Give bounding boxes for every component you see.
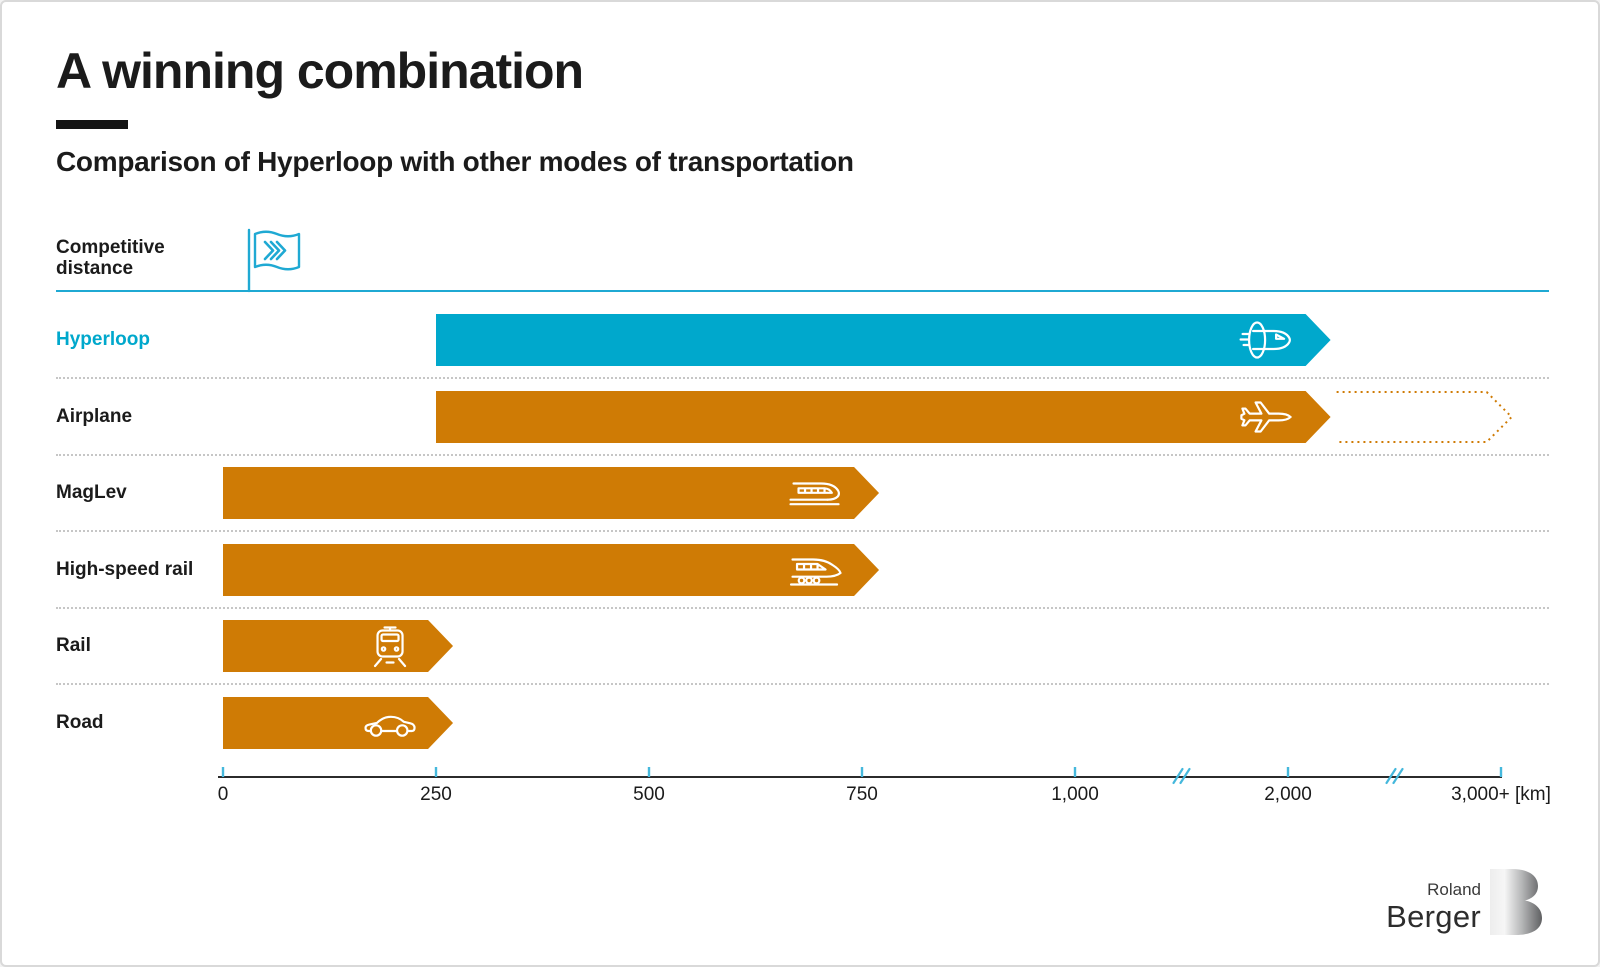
axis-tick-label: 2,000	[1264, 784, 1312, 805]
row-separator	[56, 607, 1549, 609]
flag-chevrons-icon	[247, 228, 301, 293]
bar-row-high-speed-rail	[223, 544, 880, 596]
row-label-road: Road	[56, 712, 104, 733]
bar-high-speed-rail	[223, 544, 880, 596]
row-separator	[56, 530, 1549, 532]
axis-tick-label: 750	[846, 784, 878, 805]
high-speed-train-icon	[789, 558, 842, 586]
legend-rule	[56, 290, 1549, 292]
axis-tick-label: 0	[218, 784, 229, 805]
maglev-train-icon	[789, 482, 841, 506]
bar-row-rail	[223, 620, 454, 672]
car-icon	[364, 715, 416, 737]
axis-tick-label: 250	[420, 784, 452, 805]
page-subtitle: Comparison of Hyperloop with other modes…	[56, 146, 854, 177]
bar-airplane	[436, 391, 1331, 443]
brand-roland: Roland	[1427, 880, 1481, 899]
bar-rail	[223, 620, 454, 672]
legend-label: Competitive distance	[56, 237, 165, 279]
axis-break-icon	[1385, 767, 1404, 785]
axis-tick-label: 1,000	[1051, 784, 1099, 805]
row-label-airplane: Airplane	[56, 406, 133, 427]
bar-row-hyperloop	[436, 314, 1331, 366]
row-label-hyperloop: Hyperloop	[56, 329, 150, 350]
bar-hyperloop	[436, 314, 1331, 366]
bar-row-maglev	[223, 467, 880, 519]
train-front-icon	[373, 626, 407, 668]
bar-road	[223, 697, 454, 749]
brand-berger: Berger	[1386, 899, 1481, 934]
bar-row-airplane	[436, 391, 1514, 443]
bar-dashed-extension-airplane	[1336, 391, 1514, 443]
axis-tick-label: 3,000+ [km]	[1451, 784, 1551, 805]
row-separator	[56, 683, 1549, 685]
x-axis: 0 250 500 750 1,000 2,000 3,000+ [km]	[218, 767, 1551, 805]
roland-berger-logo: Roland Berger	[1386, 869, 1542, 935]
brand-text: Roland Berger	[1386, 881, 1481, 935]
row-separator	[56, 377, 1549, 379]
bar-maglev	[223, 467, 880, 519]
row-label-high-speed-rail: High-speed rail	[56, 559, 194, 580]
roland-berger-b-icon	[1490, 869, 1542, 935]
axis-tick-label: 500	[633, 784, 665, 805]
title-dash	[56, 120, 128, 129]
hyperloop-pod-icon	[1239, 321, 1291, 359]
row-separator	[56, 454, 1549, 456]
bar-row-road	[223, 697, 454, 749]
page-title: A winning combination	[56, 43, 584, 99]
row-label-maglev: MagLev	[56, 482, 127, 503]
axis-break-icon	[1172, 767, 1191, 785]
row-label-rail: Rail	[56, 635, 91, 656]
airplane-icon	[1240, 401, 1292, 433]
